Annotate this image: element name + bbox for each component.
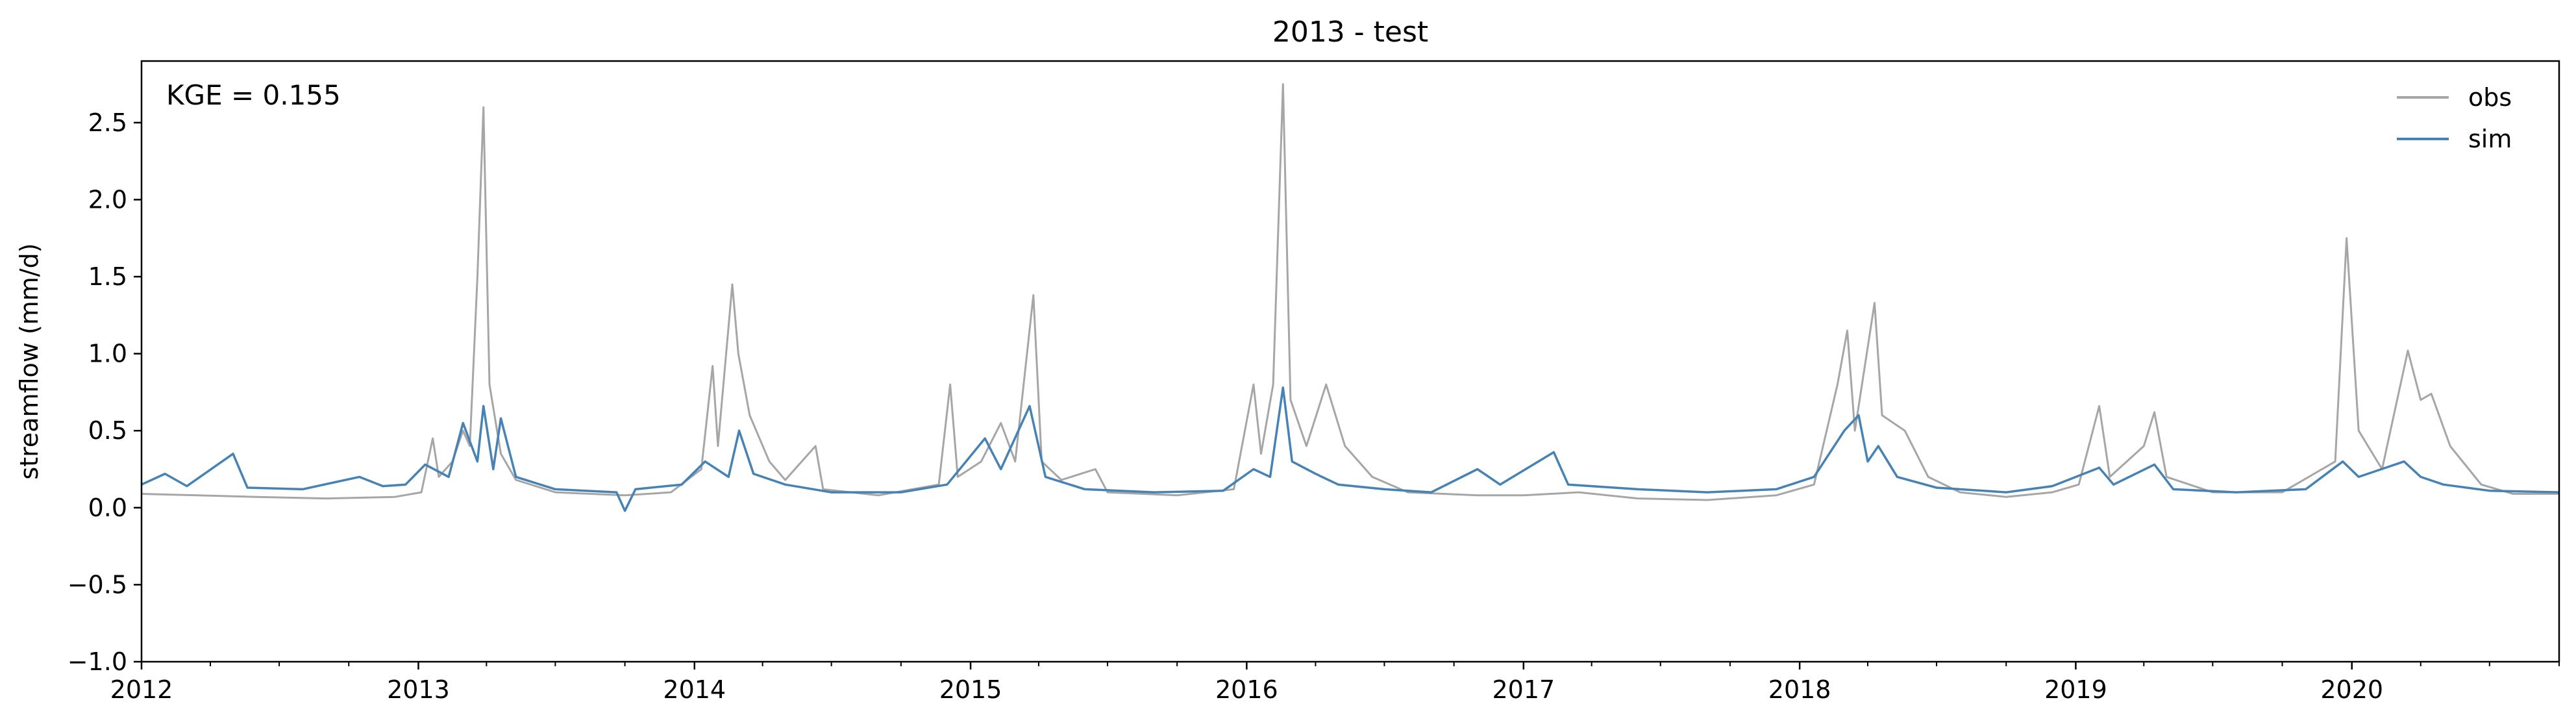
y-axis-label: streamflow (mm/d) xyxy=(15,243,43,479)
y-tick-label: 0.0 xyxy=(88,494,127,522)
plot-frame xyxy=(140,60,2560,663)
series-line-obs xyxy=(141,83,2559,501)
x-tick-label: 2017 xyxy=(1492,675,1555,704)
legend-label-obs: obs xyxy=(2468,83,2512,112)
y-tick-label: −1.0 xyxy=(68,647,127,676)
y-tick-label: 2.5 xyxy=(88,108,127,137)
chart-title: 2013 - test xyxy=(1272,16,1428,49)
y-tick-label: 2.0 xyxy=(88,185,127,214)
y-tick-label: 0.5 xyxy=(88,416,127,445)
x-axis: 2012 2013 2014 2015 2016 2017 2018 2019 2020 xyxy=(110,662,2560,704)
x-tick-label: 2016 xyxy=(1215,675,1278,704)
series-layer xyxy=(141,83,2560,512)
plot-area xyxy=(140,60,2560,663)
kge-annotation: KGE = 0.155 xyxy=(166,79,341,111)
plot-background xyxy=(142,61,2559,662)
x-tick-label: 2018 xyxy=(1768,675,1831,704)
series-line-sim xyxy=(141,386,2560,512)
y-tick-label: −0.5 xyxy=(68,570,127,599)
x-tick-label: 2015 xyxy=(939,675,1002,704)
x-tick-label: 2012 xyxy=(110,675,173,704)
y-tick-label: 1.0 xyxy=(88,340,127,368)
y-axis: −1.0 −0.5 0.0 0.5 1.0 1.5 2.0 2.5 xyxy=(68,108,142,676)
x-tick-label: 2014 xyxy=(663,675,726,704)
legend-label-sim: sim xyxy=(2468,125,2512,153)
x-tick-label: 2020 xyxy=(2320,675,2383,704)
x-tick-label: 2013 xyxy=(387,675,450,704)
x-tick-label: 2019 xyxy=(2044,675,2107,704)
legend: obs sim xyxy=(2397,83,2512,153)
y-tick-label: 1.5 xyxy=(88,262,127,291)
